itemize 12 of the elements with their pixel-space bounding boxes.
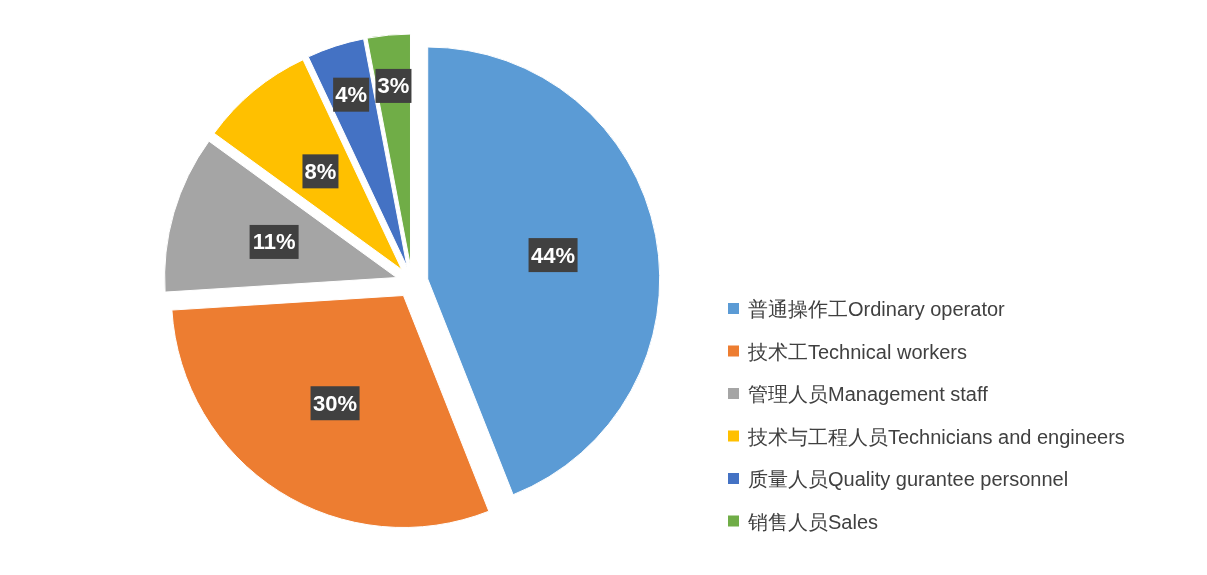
legend-label: 普通操作工Ordinary operator (748, 298, 1006, 320)
data-label: 44% (531, 242, 576, 268)
legend-label: 技术与工程人员Technicians and engineers (747, 425, 1125, 448)
data-label: 4% (335, 82, 368, 108)
legend-label: 管理人员Management staff (748, 383, 989, 405)
data-label: 3% (377, 73, 410, 99)
data-label: 8% (304, 158, 337, 184)
data-label: 30% (313, 390, 358, 416)
data-label: 11% (252, 229, 296, 255)
legend-label: 质量人员Quality gurantee personnel (748, 468, 1069, 490)
legend-label: 技术工Technical workers (747, 340, 967, 363)
legend-label: 销售人员Sales (747, 510, 879, 533)
